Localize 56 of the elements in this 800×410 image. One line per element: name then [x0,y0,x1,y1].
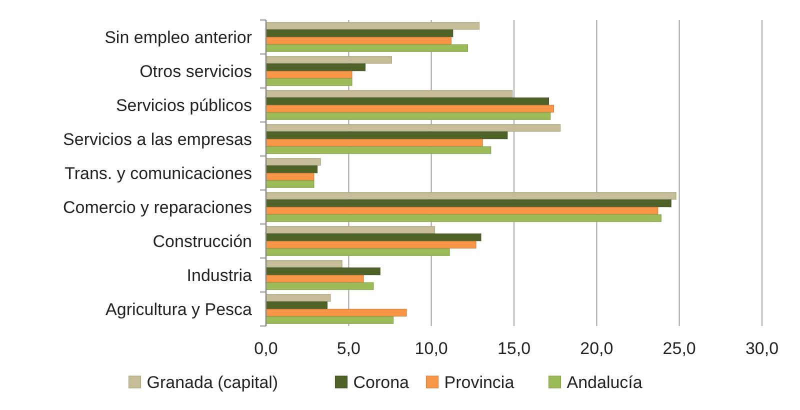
bar [266,248,450,256]
bar [266,63,366,72]
y-tick-label: Construcción [152,232,252,251]
x-tick-label: 30,0 [745,339,779,358]
x-tick-label: 20,0 [580,339,614,358]
bar [266,90,513,98]
bar [266,138,483,147]
bar [266,22,480,30]
bar [266,158,321,166]
legend-label: Granada (capital) [146,373,278,392]
bar [266,124,561,132]
bar [266,260,342,268]
y-tick-label: Agricultura y Pesca [106,300,253,319]
bar [266,112,551,120]
x-tick-label: 0,0 [254,339,278,358]
y-tick-label: Otros servicios [140,62,252,81]
bar [266,131,508,140]
legend-label: Corona [353,373,410,392]
bar [266,104,554,113]
y-tick-label: Sin empleo anterior [104,28,252,47]
bar [266,206,658,215]
y-tick-label: Trans. y comunicaciones [64,164,252,183]
bar [266,78,352,86]
bar [266,36,452,45]
x-tick-label: 5,0 [336,339,360,358]
bar [266,199,672,208]
bar [266,146,492,154]
y-tick-label: Servicios públicos [116,96,252,115]
bar [266,172,314,181]
x-tick-label: 15,0 [497,339,531,358]
bar [266,192,676,200]
bar [266,70,352,79]
bar [266,233,482,242]
bar [266,165,318,174]
x-tick-label: 10,0 [414,339,448,358]
bar [266,240,476,249]
y-tick-label: Servicios a las empresas [63,130,252,149]
bar [266,180,314,188]
bar [266,267,380,276]
bar [266,29,454,38]
bar [266,308,407,317]
bar [266,226,435,234]
bar [266,282,374,290]
bar [266,97,550,106]
y-tick-label: Comercio y reparaciones [63,198,252,217]
bar [266,214,662,222]
bar [266,316,394,324]
y-tick-label: Industria [186,266,253,285]
x-tick-label: 25,0 [662,339,696,358]
bar [266,294,331,302]
legend-label: Andalucía [566,373,643,392]
bar [266,44,468,52]
legend-label: Provincia [444,373,515,392]
bar [266,301,328,310]
bar [266,56,392,64]
bar [266,274,364,283]
